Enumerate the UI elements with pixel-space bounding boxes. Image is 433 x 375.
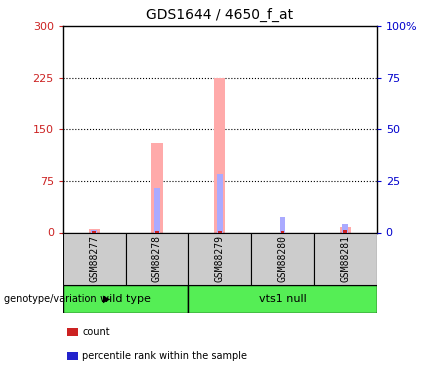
Bar: [214, 78, 226, 232]
Bar: [280, 217, 285, 232]
Text: vts1 null: vts1 null: [259, 294, 307, 304]
Bar: [314, 232, 377, 285]
Text: count: count: [82, 327, 110, 337]
Bar: [92, 231, 96, 232]
Bar: [91, 230, 97, 232]
Text: percentile rank within the sample: percentile rank within the sample: [82, 351, 247, 361]
Bar: [218, 231, 222, 232]
Bar: [281, 231, 284, 232]
Bar: [343, 224, 348, 232]
Bar: [217, 174, 223, 232]
Bar: [154, 188, 160, 232]
Bar: [188, 232, 251, 285]
Bar: [188, 285, 377, 313]
Bar: [251, 232, 314, 285]
Text: GSM88280: GSM88280: [278, 235, 288, 282]
Text: GSM88279: GSM88279: [215, 235, 225, 282]
Title: GDS1644 / 4650_f_at: GDS1644 / 4650_f_at: [146, 8, 293, 22]
Bar: [343, 230, 347, 232]
Text: GSM88277: GSM88277: [89, 235, 99, 282]
Bar: [63, 232, 126, 285]
Text: wild type: wild type: [100, 294, 151, 304]
Bar: [126, 232, 188, 285]
Bar: [151, 143, 163, 232]
Text: GSM88278: GSM88278: [152, 235, 162, 282]
Bar: [155, 231, 159, 232]
Text: GSM88281: GSM88281: [340, 235, 350, 282]
Bar: [63, 285, 188, 313]
Text: genotype/variation  ▶: genotype/variation ▶: [4, 294, 111, 304]
Bar: [88, 229, 100, 232]
Bar: [339, 227, 351, 232]
